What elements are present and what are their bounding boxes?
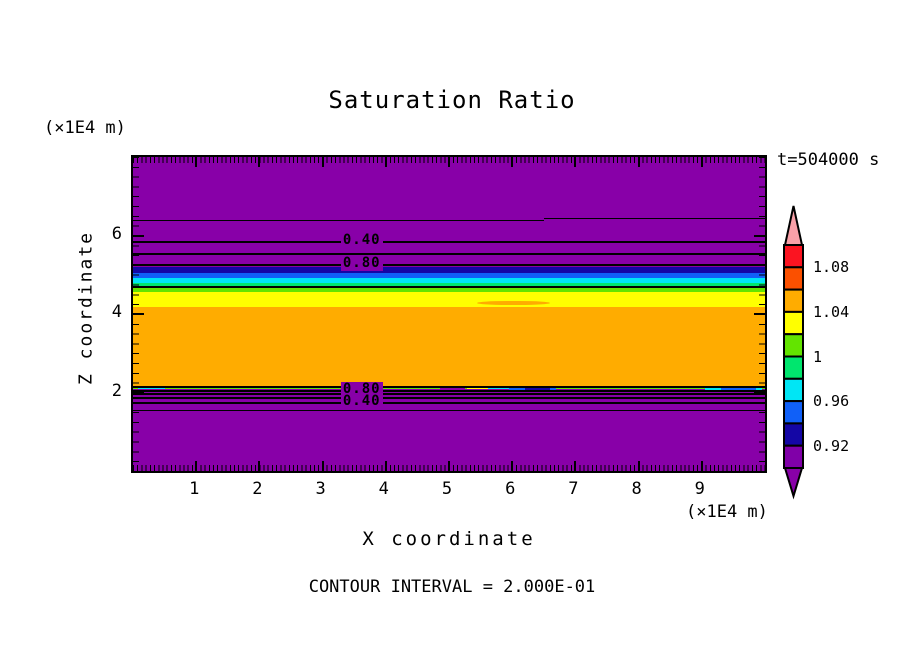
contour-label: 0.40 bbox=[340, 231, 383, 248]
y-major-tick bbox=[754, 313, 765, 315]
contour-band-green-yellow bbox=[133, 286, 765, 293]
contour-line-0.20 bbox=[133, 410, 765, 412]
y-tick-label: 6 bbox=[111, 223, 122, 244]
x-tick-label: 5 bbox=[441, 479, 453, 499]
colorbar-segment-red bbox=[783, 244, 804, 269]
x-tick-label: 6 bbox=[505, 479, 516, 499]
x-tick-labels: 1 2 3 4 5 6 7 8 9 bbox=[131, 479, 767, 501]
x-axis-unit-label: (×1E4 m) bbox=[686, 502, 768, 522]
x-major-tick bbox=[321, 157, 324, 167]
colorbar-segment-blue bbox=[783, 400, 804, 425]
contour-label: 0.80 bbox=[340, 381, 383, 398]
y-major-tick bbox=[133, 234, 144, 237]
contour-band-navy bbox=[133, 266, 765, 273]
x-major-tick bbox=[511, 157, 514, 167]
x-major-tick bbox=[384, 461, 387, 471]
contour-line-0.80 bbox=[133, 264, 765, 267]
x-major-tick bbox=[384, 157, 387, 167]
contour-interval-note: CONTOUR INTERVAL = 2.000E-01 bbox=[308, 577, 596, 597]
y-major-tick bbox=[754, 391, 765, 394]
contour-patch-navy bbox=[524, 388, 551, 391]
contour-line-1.00 bbox=[133, 285, 765, 288]
y-tick-label: 4 bbox=[111, 302, 122, 322]
chart-title: Saturation Ratio bbox=[328, 86, 576, 114]
contour-band-yellow bbox=[133, 292, 765, 308]
contour-line-0.40 bbox=[133, 240, 765, 243]
contour-patch-purple bbox=[439, 387, 465, 390]
contour-label: 0.40 bbox=[340, 392, 383, 409]
x-major-tick bbox=[574, 461, 577, 471]
colorbar-svg bbox=[783, 205, 804, 500]
time-annotation: t=504000 s bbox=[777, 150, 880, 170]
colorbar-segment-navy bbox=[783, 422, 804, 447]
x-tick-label: 8 bbox=[631, 479, 642, 499]
x-major-tick bbox=[511, 461, 514, 471]
x-tick-label: 1 bbox=[189, 479, 200, 499]
colorbar-label: 1.04 bbox=[813, 302, 850, 321]
contour-band-orange bbox=[133, 307, 765, 386]
y-major-tick bbox=[754, 234, 765, 237]
colorbar bbox=[779, 205, 839, 505]
x-major-tick bbox=[195, 157, 198, 167]
y-axis-unit-label: (×1E4 m) bbox=[44, 118, 126, 138]
colorbar-segment-purple bbox=[783, 444, 804, 469]
contour-line-0.40 bbox=[133, 401, 765, 404]
contour-patch-blue bbox=[720, 387, 756, 391]
x-major-tick bbox=[700, 461, 703, 471]
y-tick-label: 2 bbox=[111, 380, 122, 401]
x-tick-label: 7 bbox=[568, 479, 579, 499]
colorbar-segment-spring-green bbox=[783, 355, 804, 380]
contour-line-1.00 bbox=[133, 385, 765, 388]
colorbar-under-arrow bbox=[783, 467, 804, 500]
x-major-tick bbox=[448, 461, 450, 471]
contour-patch-orange bbox=[477, 300, 551, 306]
contour-band-spring-green bbox=[133, 283, 765, 287]
colorbar-label: 0.92 bbox=[813, 436, 850, 455]
contour-line-0.80 bbox=[133, 390, 765, 393]
contour-line-0.20 bbox=[543, 217, 765, 219]
x-major-tick bbox=[258, 461, 261, 471]
y-major-tick bbox=[133, 391, 144, 394]
x-major-tick bbox=[321, 461, 324, 471]
colorbar-label: 1 bbox=[813, 347, 823, 366]
x-major-tick bbox=[700, 157, 703, 167]
colorbar-segment-yellow bbox=[783, 310, 804, 336]
x-tick-label: 3 bbox=[315, 479, 326, 499]
colorbar-segment-cyan bbox=[783, 377, 804, 403]
y-tick-labels: 2 4 6 bbox=[94, 155, 124, 473]
colorbar-label: 1.08 bbox=[813, 258, 850, 277]
x-major-tick bbox=[195, 461, 198, 471]
y-major-tick bbox=[133, 313, 144, 315]
colorbar-segment-orange-red bbox=[783, 266, 804, 291]
colorbar-segment-green-yellow bbox=[783, 333, 804, 358]
x-major-tick bbox=[448, 157, 450, 167]
x-tick-label: 9 bbox=[694, 479, 705, 499]
colorbar-segment-orange bbox=[783, 288, 804, 313]
colorbar-over-arrow bbox=[783, 205, 804, 246]
x-major-tick bbox=[637, 461, 640, 471]
x-major-tick bbox=[258, 157, 261, 167]
contour-band-cyan bbox=[133, 277, 765, 284]
contour-line-0.20 bbox=[133, 219, 544, 221]
contour-band-purple bbox=[133, 157, 765, 267]
contour-line-0.40 bbox=[133, 396, 765, 399]
x-major-tick bbox=[637, 157, 640, 167]
x-axis-title: X coordinate bbox=[362, 528, 536, 550]
contour-band-blue bbox=[133, 272, 765, 278]
x-tick-label: 2 bbox=[252, 479, 263, 499]
x-major-tick bbox=[574, 157, 577, 167]
contour-label: 0.80 bbox=[340, 255, 383, 272]
x-tick-label: 4 bbox=[378, 479, 389, 499]
contour-line-0.60 bbox=[133, 253, 765, 256]
colorbar-label: 0.96 bbox=[813, 392, 850, 411]
plot-area: 0.40 0.80 0.80 0.40 bbox=[131, 155, 767, 473]
contour-line-0.60 bbox=[133, 393, 765, 396]
